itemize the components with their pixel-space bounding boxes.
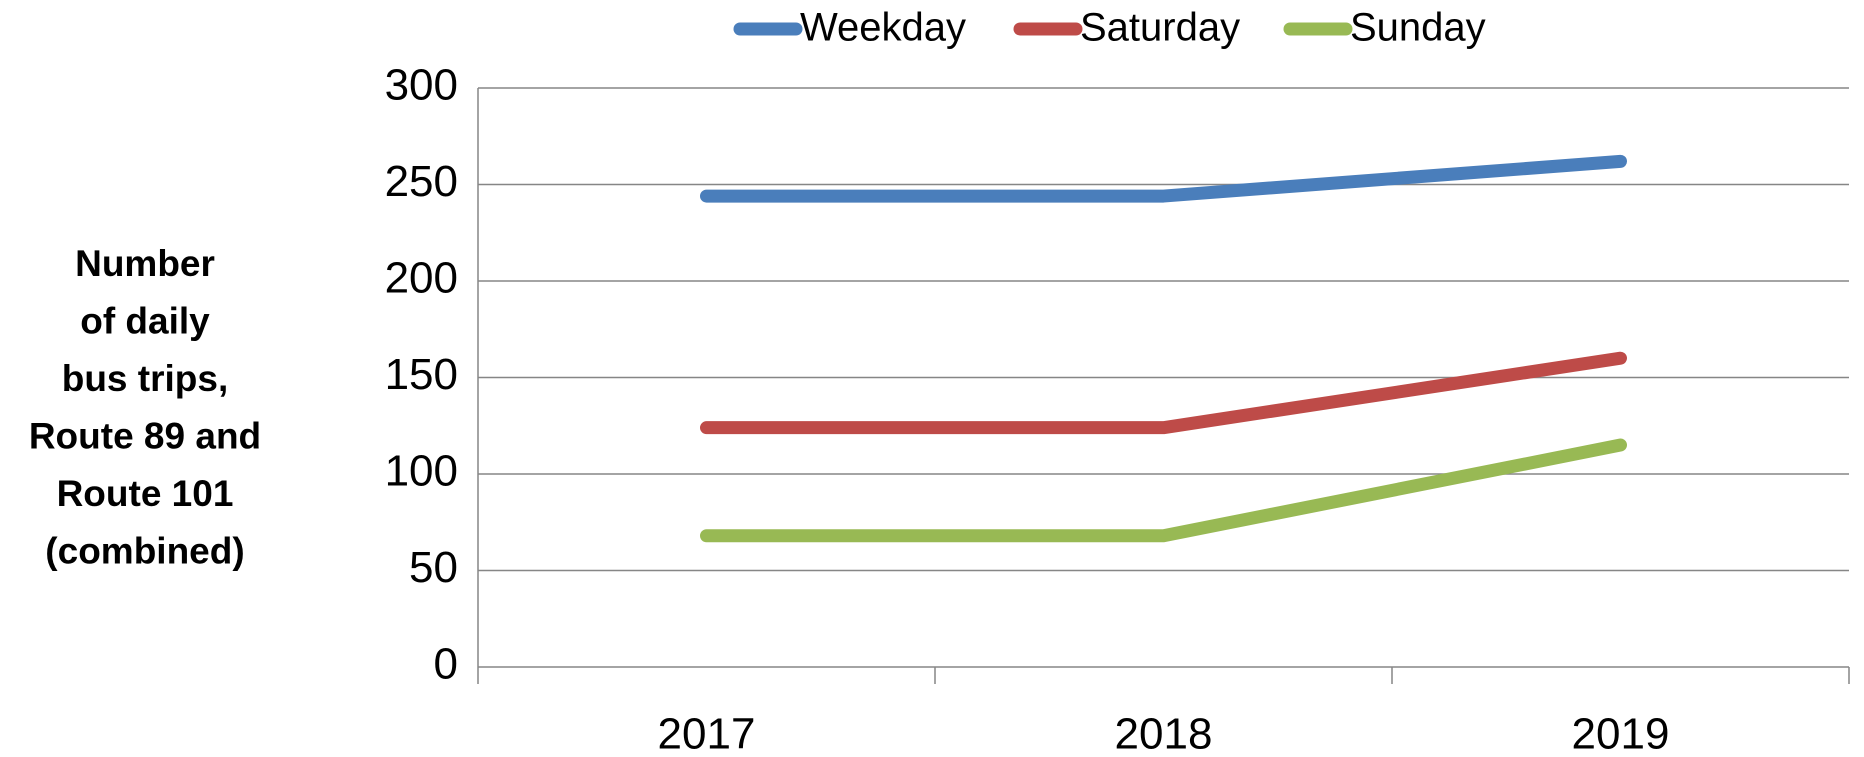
x-tick-label: 2019 [1572, 710, 1670, 757]
y-tick-label: 200 [385, 254, 458, 303]
y-axis-label: Route 101 [57, 473, 234, 514]
y-axis-label: (combined) [45, 530, 244, 571]
x-tick-label: 2018 [1115, 710, 1213, 757]
y-axis-label: bus trips, [62, 358, 229, 399]
y-tick-label: 300 [385, 61, 458, 110]
y-tick-label: 250 [385, 157, 458, 206]
y-axis-label: Route 89 and [29, 415, 261, 456]
y-axis-label: of daily [80, 300, 210, 341]
legend-label: Weekday [800, 6, 966, 50]
y-axis-label: Number [75, 243, 215, 284]
line-series [700, 154, 1627, 203]
y-tick-label: 0 [434, 640, 458, 689]
legend-label: Saturday [1080, 6, 1240, 50]
line-series [700, 438, 1627, 543]
y-tick-label: 150 [385, 350, 458, 399]
x-tick-label: 2017 [658, 710, 756, 757]
legend-label: Sunday [1350, 6, 1486, 50]
y-tick-label: 50 [409, 543, 458, 592]
line-series [700, 351, 1627, 435]
y-tick-label: 100 [385, 447, 458, 496]
